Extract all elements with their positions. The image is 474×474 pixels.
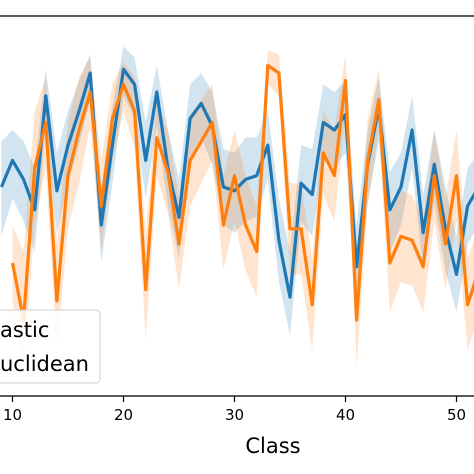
x-axis-ticks: 10 20 30 40 50 bbox=[3, 396, 466, 424]
line-series-2 bbox=[10, 63, 474, 322]
x-axis-title: Class bbox=[245, 434, 300, 458]
legend-label-series-2: uclidean bbox=[0, 352, 89, 376]
legend-box bbox=[0, 309, 101, 384]
x-tick-label-20: 20 bbox=[114, 406, 133, 424]
x-tick-label-10: 10 bbox=[3, 406, 22, 424]
line-series-1 bbox=[0, 67, 474, 299]
x-tick-label-50: 50 bbox=[447, 406, 466, 424]
legend: astic uclidean bbox=[0, 309, 101, 384]
legend-label-series-1: astic bbox=[0, 318, 49, 342]
plot-frame bbox=[0, 15, 474, 397]
x-tick-label-40: 40 bbox=[336, 406, 355, 424]
x-tick-label-30: 30 bbox=[225, 406, 244, 424]
series-lines bbox=[0, 63, 474, 322]
